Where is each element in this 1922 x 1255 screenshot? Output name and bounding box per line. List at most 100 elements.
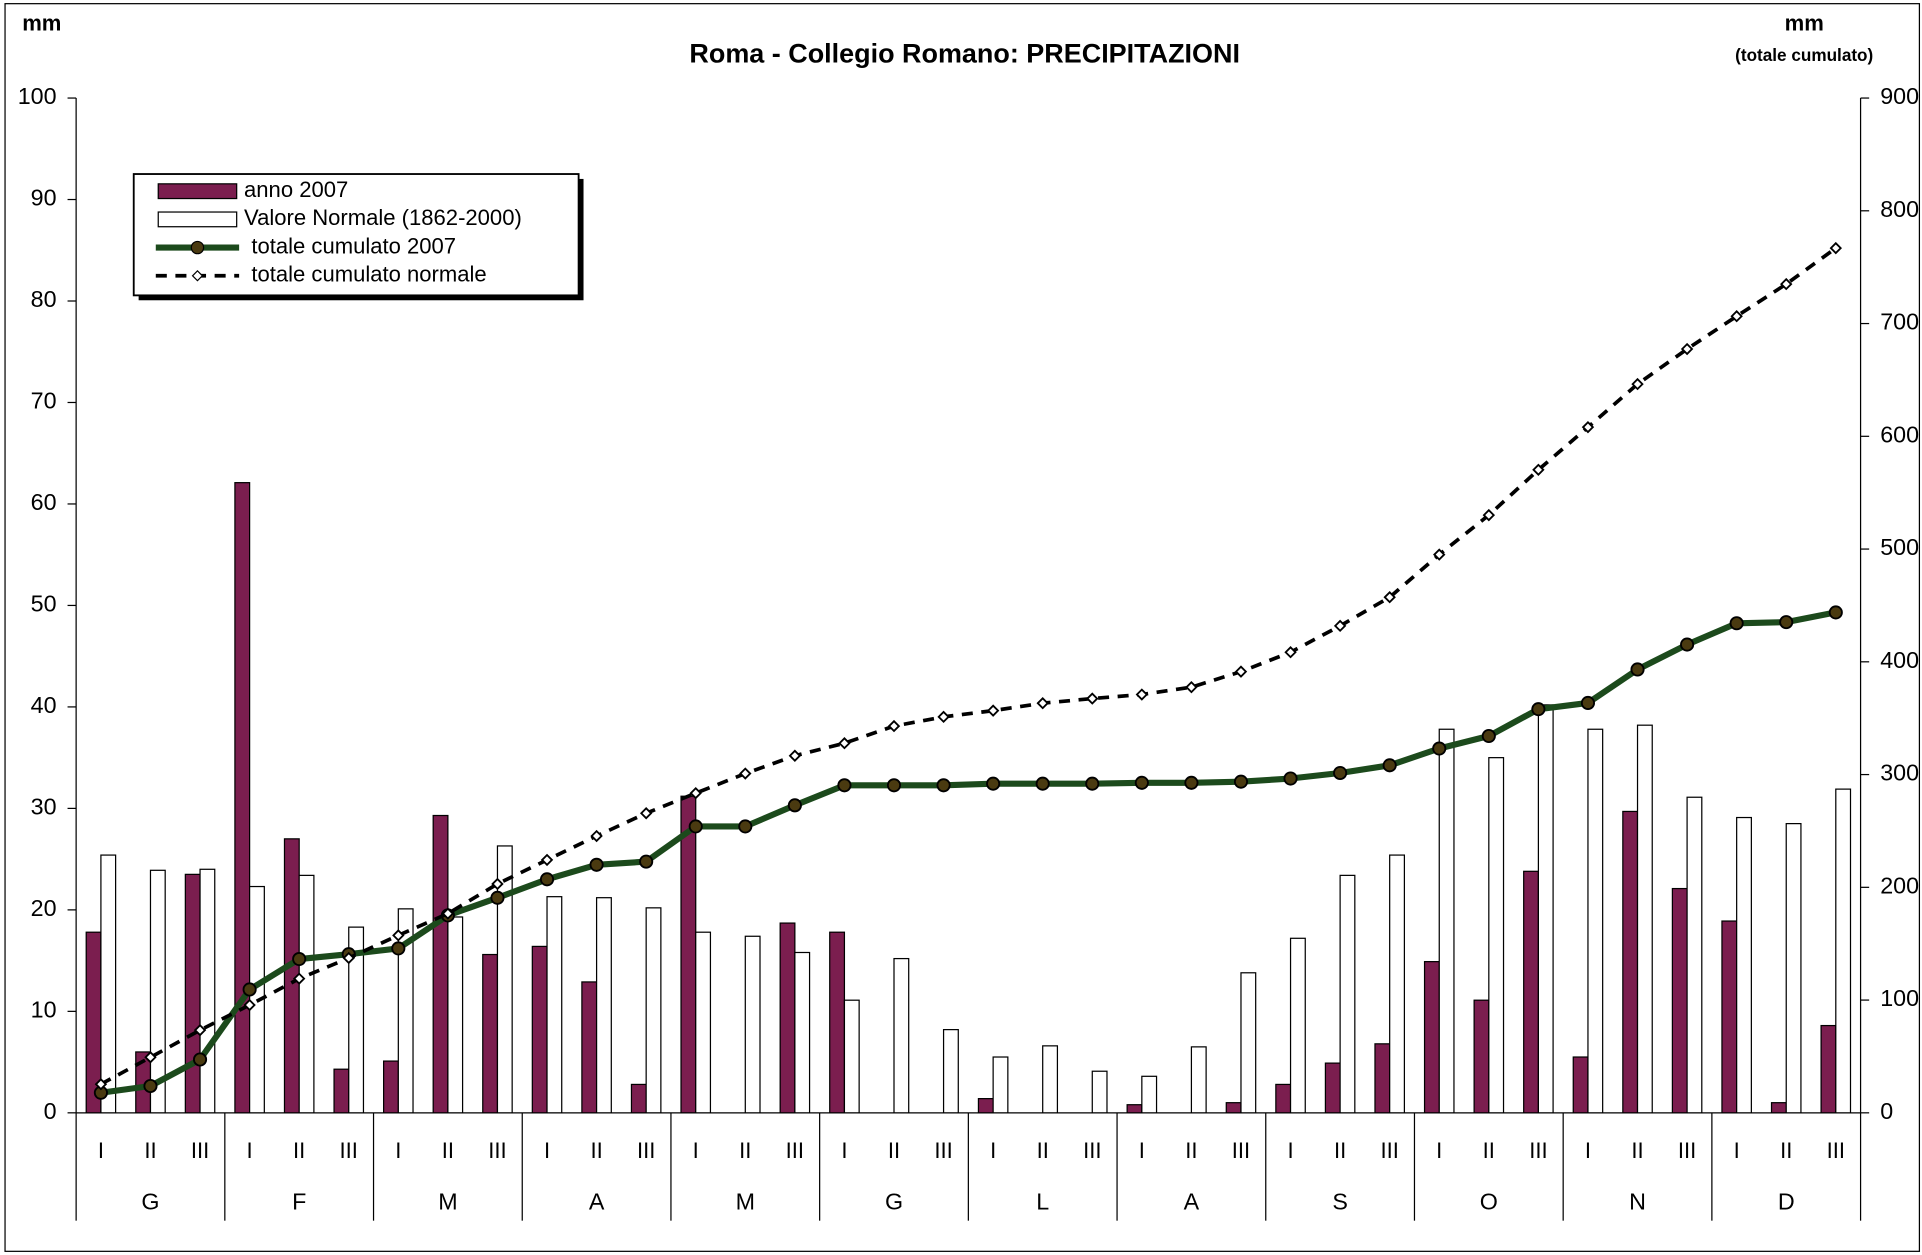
- bar: [1587, 728, 1604, 1114]
- marker: [1630, 662, 1645, 677]
- chart-title: Roma - Collegio Romano: PRECIPITAZIONI: [689, 38, 1240, 68]
- marker: [540, 853, 554, 867]
- y2-tick-label: 400: [1880, 647, 1919, 673]
- marker: [292, 951, 307, 967]
- legend-label: totale cumulato normale: [251, 262, 486, 287]
- x-tick-label: II: [144, 1138, 156, 1163]
- marker: [787, 798, 802, 813]
- bar: [1835, 788, 1852, 1114]
- bar: [942, 1029, 959, 1114]
- y-tick-label: 90: [31, 185, 57, 211]
- frame: [4, 3, 1921, 1252]
- y2-tick-label: 600: [1880, 421, 1919, 447]
- x-tick-label: III: [786, 1138, 804, 1163]
- marker: [1134, 775, 1149, 790]
- legend-marker: [191, 269, 204, 282]
- marker: [1333, 619, 1347, 633]
- marker: [1233, 774, 1249, 789]
- bar: [1473, 999, 1490, 1114]
- bar: [1671, 887, 1688, 1114]
- marker: [243, 998, 256, 1012]
- bar: [482, 953, 499, 1114]
- marker: [886, 778, 902, 793]
- marker: [738, 819, 753, 834]
- marker: [986, 776, 1001, 791]
- marker: [391, 941, 406, 956]
- group-label: F: [292, 1189, 306, 1215]
- x-tick-label: I: [1585, 1138, 1591, 1163]
- x-tick-label: II: [1483, 1138, 1495, 1163]
- marker: [1086, 692, 1099, 705]
- bar: [1289, 937, 1306, 1114]
- bar: [298, 874, 315, 1114]
- bar: [1488, 757, 1505, 1114]
- bar: [531, 945, 548, 1114]
- marker: [1432, 741, 1447, 756]
- marker: [1036, 696, 1049, 710]
- x-tick-label: III: [1827, 1138, 1845, 1163]
- marker: [1333, 765, 1348, 781]
- x-tick-label: II: [1037, 1138, 1049, 1163]
- x-tick-label: III: [1678, 1138, 1696, 1163]
- bar: [1126, 1104, 1143, 1114]
- x-tick-label: II: [1334, 1138, 1346, 1163]
- legend-label: Valore Normale (1862-2000): [244, 205, 522, 230]
- marker: [937, 710, 950, 724]
- marker: [639, 807, 653, 820]
- group-label: S: [1332, 1189, 1348, 1215]
- x-tick-label: III: [934, 1138, 952, 1163]
- bar: [744, 935, 761, 1114]
- group-label: O: [1480, 1189, 1498, 1215]
- marker: [887, 719, 901, 733]
- bar: [645, 907, 662, 1114]
- y-tick-label: 20: [31, 895, 57, 921]
- marker: [1631, 377, 1644, 391]
- marker: [539, 872, 555, 887]
- bar: [199, 868, 216, 1114]
- bar: [1324, 1062, 1341, 1114]
- y2-tick-label: 100: [1880, 985, 1919, 1011]
- bar: [630, 1083, 647, 1114]
- bar: [595, 897, 612, 1114]
- y2-tick-label: 0: [1880, 1098, 1893, 1124]
- bar: [1042, 1045, 1059, 1114]
- marker: [788, 749, 802, 762]
- bar: [100, 854, 117, 1114]
- marker: [1184, 775, 1199, 790]
- bar: [1537, 704, 1554, 1114]
- y2-tick-label: 800: [1880, 196, 1919, 222]
- x-tick-label: III: [1083, 1138, 1101, 1163]
- x-tick-label: I: [247, 1138, 253, 1163]
- x-tick-label: III: [340, 1138, 358, 1163]
- y2-axis-sublabel: (totale cumulato): [1735, 45, 1873, 65]
- bar: [432, 814, 449, 1114]
- y-tick-label: 50: [31, 591, 57, 617]
- x-tick-label: III: [637, 1138, 655, 1163]
- marker: [1382, 758, 1397, 773]
- y-axis-label: mm: [22, 10, 61, 35]
- bar: [1240, 972, 1257, 1114]
- marker: [1580, 695, 1596, 711]
- x-tick-label: II: [1780, 1138, 1792, 1163]
- bar: [977, 1098, 994, 1114]
- bar: [184, 873, 201, 1114]
- marker: [739, 767, 752, 780]
- marker: [1383, 591, 1396, 604]
- marker: [193, 1023, 207, 1037]
- marker: [1135, 688, 1149, 701]
- marker: [1185, 680, 1198, 694]
- marker: [1482, 508, 1496, 522]
- marker: [1680, 637, 1695, 652]
- x-tick-label: II: [1185, 1138, 1197, 1163]
- group-label: A: [589, 1189, 605, 1215]
- marker: [589, 857, 604, 872]
- bar: [843, 999, 860, 1114]
- y2-tick-label: 700: [1880, 309, 1919, 335]
- bar: [1141, 1075, 1158, 1114]
- group-label: M: [736, 1189, 755, 1215]
- bar: [1374, 1043, 1391, 1114]
- bar: [546, 896, 563, 1114]
- bar: [1523, 870, 1539, 1114]
- bar: [1091, 1070, 1108, 1114]
- bar: [1686, 796, 1703, 1114]
